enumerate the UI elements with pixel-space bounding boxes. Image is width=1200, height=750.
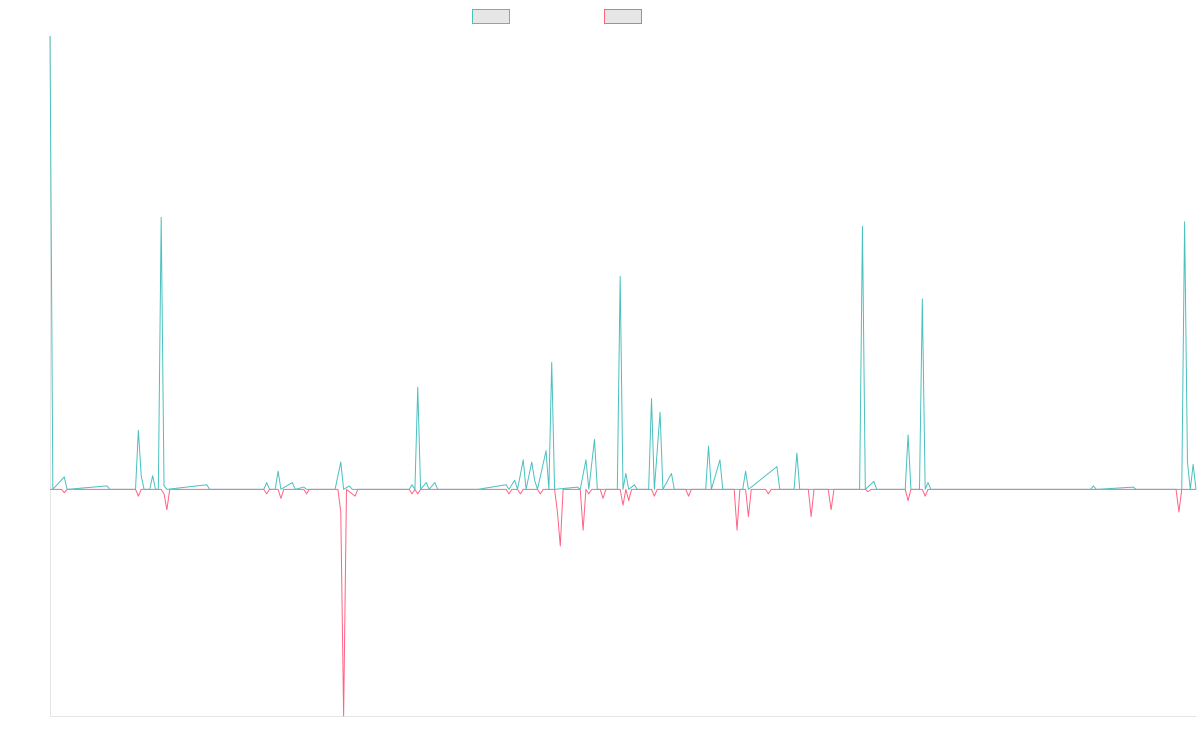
legend-swatch-series-1 — [472, 9, 510, 24]
legend-swatch-series-2 — [604, 9, 642, 24]
legend — [0, 9, 1200, 29]
legend-item-series-1[interactable] — [472, 9, 510, 24]
series-line-2 — [50, 488, 1196, 717]
series-layer — [49, 35, 1197, 717]
legend-item-series-2[interactable] — [604, 9, 642, 24]
series-line-1 — [49, 35, 1197, 490]
